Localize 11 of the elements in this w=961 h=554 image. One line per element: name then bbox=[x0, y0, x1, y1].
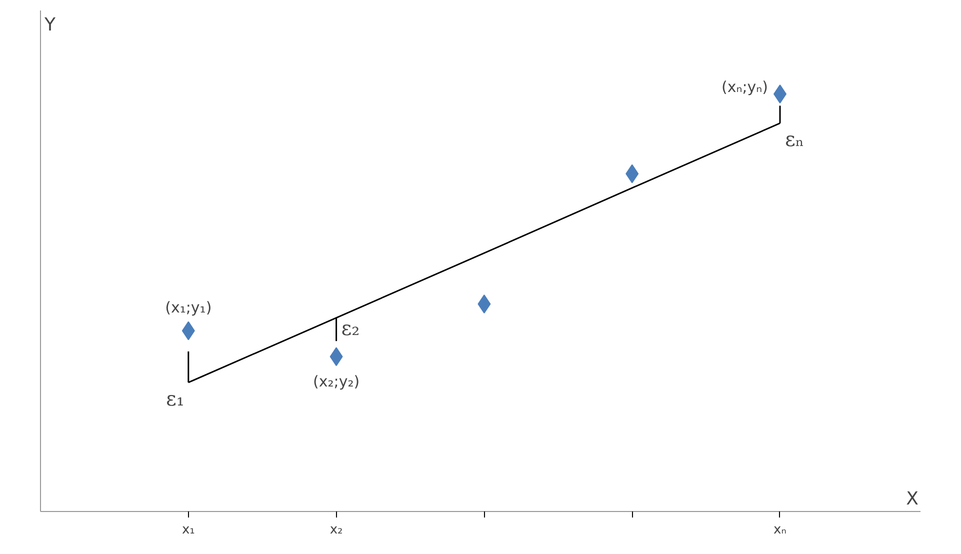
annotation: ε₁ bbox=[166, 386, 184, 410]
annotation: (x₂;y₂) bbox=[313, 372, 360, 391]
x-tick-label: x₁ bbox=[182, 522, 195, 538]
y-axis-title: Y bbox=[44, 14, 56, 36]
x-axis-title: X bbox=[906, 488, 919, 510]
x-tick-label: xₙ bbox=[774, 522, 786, 538]
x-tick-label: x₂ bbox=[330, 522, 343, 538]
annotation: εₙ bbox=[784, 127, 804, 152]
annotation: (x₁;y₁) bbox=[165, 298, 212, 317]
annotation: (xₙ;yₙ) bbox=[722, 78, 768, 96]
annotation: ε₂ bbox=[341, 316, 360, 340]
